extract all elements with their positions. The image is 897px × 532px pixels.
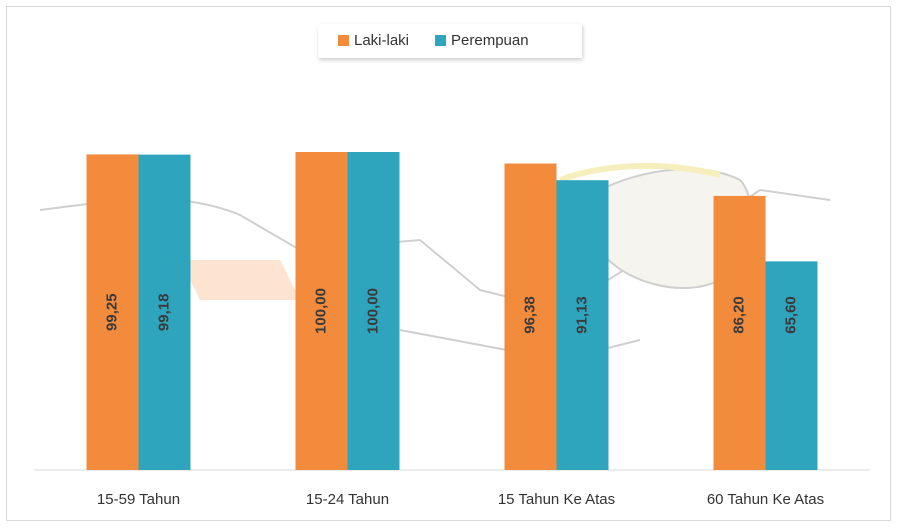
data-label: 86,20 <box>730 296 747 334</box>
bar <box>504 163 557 470</box>
bar <box>556 180 609 470</box>
data-label: 99,18 <box>155 294 172 332</box>
data-label: 91,13 <box>573 296 590 334</box>
legend-background <box>318 24 582 58</box>
legend-swatch <box>338 35 349 46</box>
bar <box>765 261 818 470</box>
legend-label: Perempuan <box>451 32 529 49</box>
legend-box <box>318 24 582 58</box>
legend-label: Laki-laki <box>354 32 409 49</box>
legend-swatch <box>435 35 447 46</box>
data-label: 100,00 <box>364 288 381 334</box>
bar <box>295 152 348 470</box>
bar <box>713 195 766 470</box>
data-label: 100,00 <box>312 288 329 334</box>
bar <box>138 154 191 470</box>
data-label: 99,25 <box>103 293 120 331</box>
x-tick-label: 15-24 Tahun <box>306 491 389 508</box>
data-label: 96,38 <box>521 296 538 334</box>
data-label: 65,60 <box>782 296 799 334</box>
bar <box>347 152 400 470</box>
x-tick-label: 15 Tahun Ke Atas <box>498 491 615 508</box>
bar <box>86 154 139 470</box>
x-tick-label: 15-59 Tahun <box>97 491 180 508</box>
x-tick-label: 60 Tahun Ke Atas <box>707 491 824 508</box>
